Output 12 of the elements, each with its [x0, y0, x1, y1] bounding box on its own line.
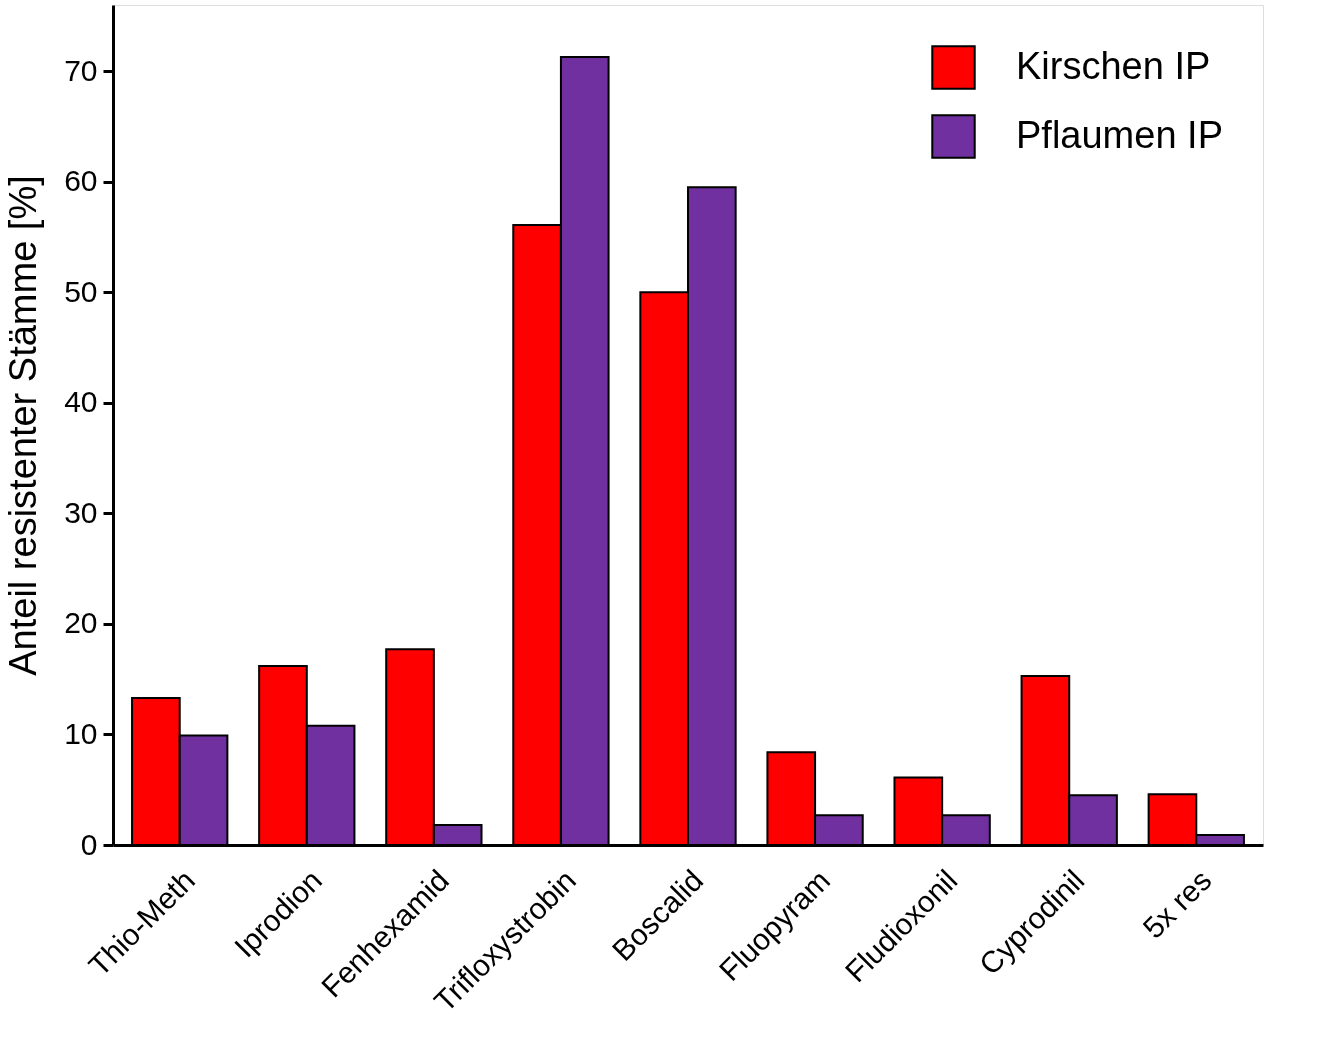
legend-label: Pflaumen IP	[1016, 113, 1223, 156]
legend-label: Kirschen IP	[1016, 44, 1211, 87]
y-tick-label: 30	[64, 495, 98, 529]
y-tick-label: 10	[64, 716, 98, 750]
y-tick-label: 70	[64, 53, 98, 87]
y-tick-label: 0	[80, 827, 98, 861]
x-tick-label: 5x res	[1136, 863, 1218, 945]
y-tick-label: 20	[64, 606, 98, 640]
y-tick-label: 40	[64, 385, 98, 419]
y-axis-title: Anteil resistenter Stämme [%]	[2, 175, 45, 676]
y-tick-label: 50	[64, 274, 98, 308]
y-tick-label: 60	[64, 164, 98, 198]
